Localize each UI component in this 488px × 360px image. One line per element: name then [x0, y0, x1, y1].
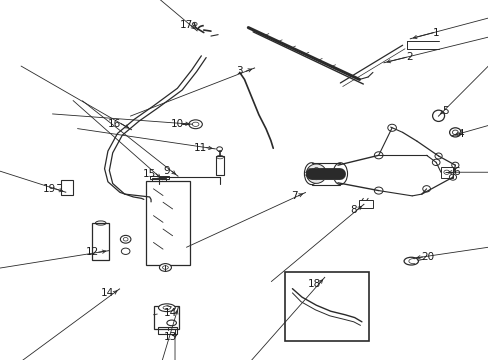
- Text: 1: 1: [432, 27, 439, 37]
- Ellipse shape: [332, 163, 347, 185]
- Ellipse shape: [374, 152, 382, 159]
- Ellipse shape: [304, 163, 318, 185]
- Ellipse shape: [451, 162, 458, 168]
- Text: 18: 18: [307, 279, 320, 289]
- Text: 13: 13: [163, 332, 177, 342]
- Text: 3: 3: [236, 66, 243, 76]
- Ellipse shape: [387, 124, 396, 131]
- Ellipse shape: [158, 304, 175, 312]
- Ellipse shape: [448, 128, 460, 137]
- Ellipse shape: [305, 164, 326, 183]
- Ellipse shape: [216, 147, 222, 151]
- Ellipse shape: [121, 248, 130, 255]
- Ellipse shape: [188, 120, 202, 129]
- Ellipse shape: [451, 130, 457, 135]
- Bar: [92, 223, 109, 260]
- Ellipse shape: [374, 187, 382, 194]
- Text: 7: 7: [290, 191, 297, 201]
- Text: 10: 10: [170, 118, 183, 129]
- Ellipse shape: [434, 153, 441, 159]
- Text: 2: 2: [406, 52, 412, 62]
- Text: 12: 12: [85, 247, 99, 257]
- Text: 15: 15: [142, 168, 156, 179]
- Text: 17: 17: [179, 21, 192, 31]
- Ellipse shape: [403, 257, 418, 265]
- Bar: [215, 156, 224, 175]
- Text: 16: 16: [107, 118, 121, 129]
- Text: 20: 20: [420, 252, 433, 262]
- Text: 8: 8: [350, 205, 356, 215]
- Text: 19: 19: [42, 184, 56, 194]
- Ellipse shape: [432, 110, 444, 121]
- Bar: [158, 328, 177, 334]
- Text: 6: 6: [452, 167, 459, 177]
- Bar: [154, 306, 179, 329]
- Ellipse shape: [422, 186, 429, 192]
- Text: 4: 4: [457, 129, 464, 139]
- Text: 14: 14: [101, 288, 114, 298]
- Ellipse shape: [120, 235, 131, 243]
- Text: 11: 11: [193, 143, 206, 153]
- Text: 9: 9: [163, 166, 170, 176]
- Text: 5: 5: [442, 106, 448, 116]
- Ellipse shape: [159, 264, 171, 271]
- Text: 14: 14: [163, 309, 177, 318]
- Bar: [61, 180, 73, 195]
- Ellipse shape: [448, 174, 456, 180]
- Bar: [358, 201, 372, 208]
- Ellipse shape: [431, 159, 439, 166]
- Bar: [152, 178, 165, 181]
- Bar: [440, 167, 452, 178]
- Bar: [285, 273, 368, 341]
- Bar: [146, 181, 190, 265]
- Ellipse shape: [166, 320, 176, 326]
- Bar: [149, 176, 168, 179]
